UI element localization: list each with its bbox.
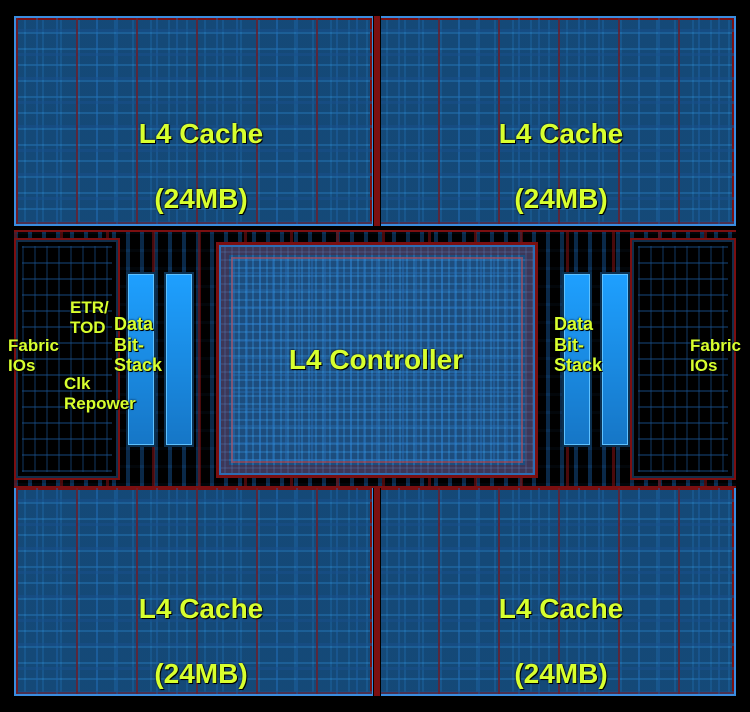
side-block-left [14, 238, 120, 480]
vertical-divider-bottom [374, 486, 380, 696]
vertical-divider-top [374, 16, 380, 226]
l4-cache-bottom-right [376, 486, 736, 696]
l4-controller-block [216, 242, 538, 478]
data-bit-stack-left-col1 [126, 272, 156, 447]
data-bit-stack-right-col1 [562, 272, 592, 447]
l4-cache-bottom-left [14, 486, 374, 696]
l4-cache-top-right [376, 16, 736, 226]
side-block-right [630, 238, 736, 480]
die-floorplan: L4 Cache (24MB) L4 Cache (24MB) L4 Cache… [0, 0, 750, 712]
l4-cache-top-left [14, 16, 374, 226]
data-bit-stack-right-col2 [600, 272, 630, 447]
data-bit-stack-left-col2 [164, 272, 194, 447]
